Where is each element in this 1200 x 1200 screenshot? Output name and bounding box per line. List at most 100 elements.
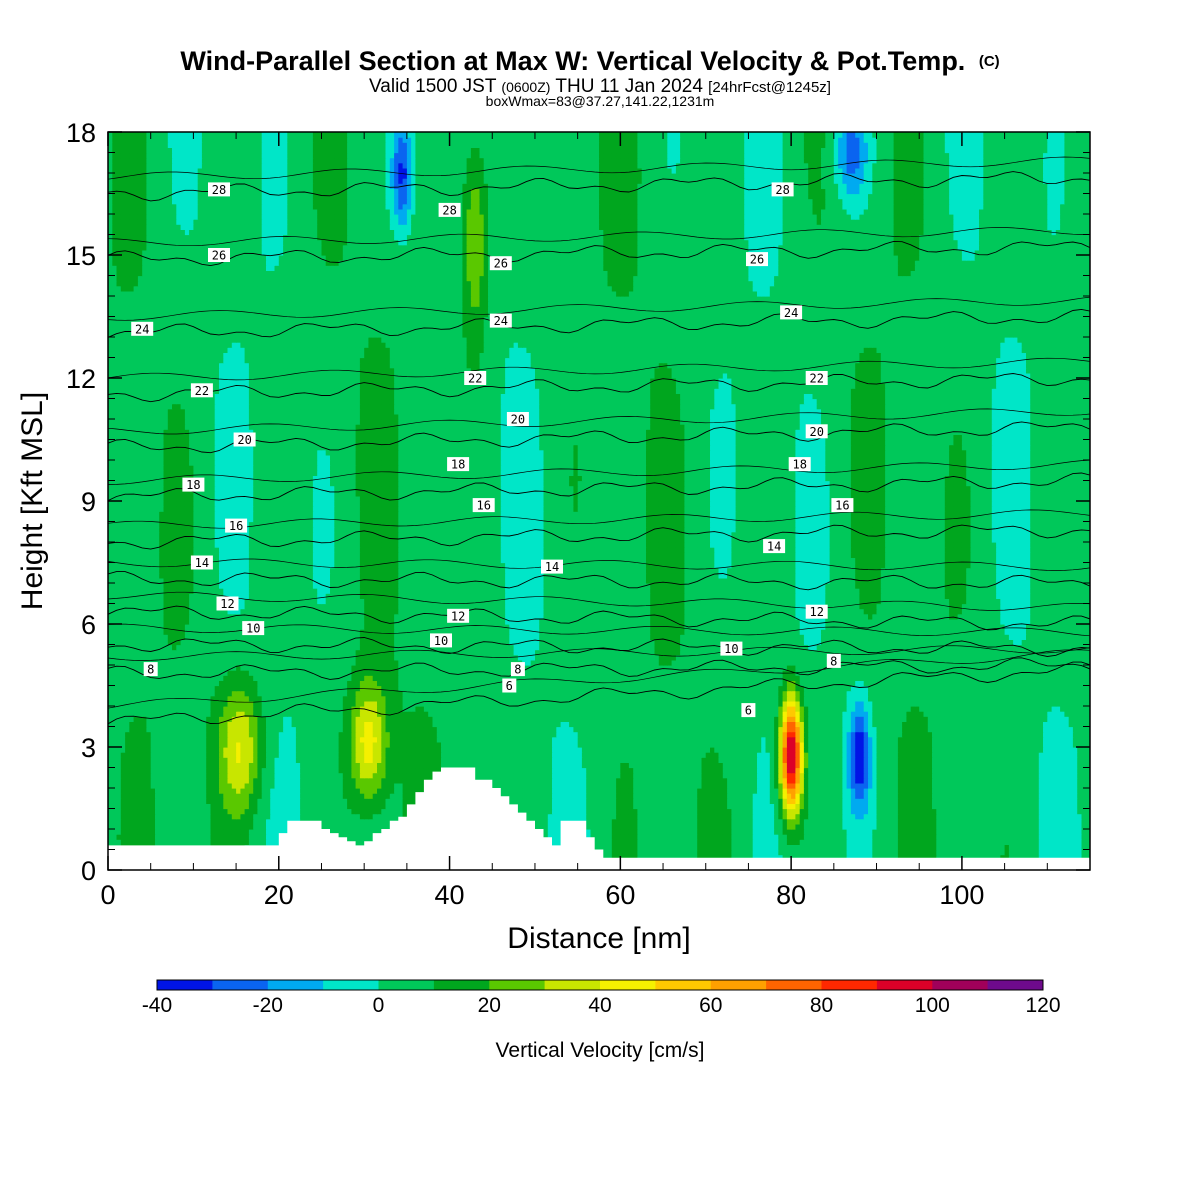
w-cell	[620, 762, 625, 768]
w-cell	[1039, 844, 1044, 850]
w-cell	[168, 839, 173, 845]
w-cell	[736, 803, 741, 809]
w-cell	[1064, 768, 1069, 774]
w-cell	[151, 768, 156, 774]
w-cell	[693, 834, 698, 840]
w-cell	[313, 814, 318, 820]
copyright-mark: (C)	[979, 53, 1000, 70]
w-cell	[710, 829, 715, 835]
w-cell	[240, 788, 245, 794]
w-cell	[249, 778, 254, 784]
w-cell	[872, 803, 877, 809]
w-cell	[1035, 829, 1040, 835]
w-cell	[326, 788, 331, 794]
w-cell	[138, 809, 143, 815]
w-cell	[351, 793, 356, 799]
w-cell	[748, 829, 753, 835]
w-cell	[1047, 829, 1052, 835]
w-cell	[309, 768, 314, 774]
w-cell	[817, 793, 822, 799]
w-cell	[629, 834, 634, 840]
chart-title: Wind-Parallel Section at Max W: Vertical…	[180, 46, 999, 76]
w-cell	[112, 829, 117, 835]
w-cell	[334, 778, 339, 784]
w-cell	[941, 798, 946, 804]
w-cell	[1005, 778, 1010, 784]
w-cell	[804, 803, 809, 809]
w-cell	[403, 778, 408, 784]
w-cell	[556, 757, 561, 763]
w-cell	[1077, 850, 1082, 856]
w-cell	[351, 829, 356, 835]
w-cell	[526, 793, 531, 799]
w-cell	[322, 783, 327, 789]
w-cell	[1009, 762, 1014, 768]
w-cell	[783, 773, 788, 779]
w-cell	[778, 798, 783, 804]
w-cell	[1077, 824, 1082, 830]
w-cell	[834, 824, 839, 830]
w-cell	[757, 768, 762, 774]
w-cell	[684, 798, 689, 804]
w-cell	[475, 773, 480, 779]
w-cell	[522, 788, 527, 794]
w-cell	[680, 839, 685, 845]
w-cell	[279, 809, 284, 815]
w-cell	[868, 783, 873, 789]
w-cell	[232, 768, 237, 774]
w-cell	[633, 819, 638, 825]
w-cell	[1022, 778, 1027, 784]
w-cell	[531, 793, 536, 799]
w-cell	[215, 803, 220, 809]
w-cell	[620, 839, 625, 845]
w-cell	[1069, 834, 1074, 840]
w-cell	[1009, 850, 1014, 856]
w-cell	[206, 829, 211, 835]
w-cell	[868, 768, 873, 774]
w-cell	[983, 788, 988, 794]
w-cell	[693, 844, 698, 850]
w-cell	[838, 844, 843, 850]
w-cell	[279, 773, 284, 779]
w-cell	[240, 783, 245, 789]
w-cell	[770, 803, 775, 809]
w-cell	[599, 844, 604, 850]
w-cell	[945, 809, 950, 815]
w-cell	[142, 809, 147, 815]
w-cell	[979, 788, 984, 794]
w-cell	[433, 757, 438, 763]
w-cell	[821, 819, 826, 825]
w-cell	[287, 768, 292, 774]
w-cell	[283, 778, 288, 784]
w-cell	[1056, 829, 1061, 835]
w-cell	[988, 788, 993, 794]
w-cell	[573, 768, 578, 774]
w-cell	[398, 762, 403, 768]
w-cell	[966, 773, 971, 779]
w-cell	[219, 793, 224, 799]
w-cell	[360, 803, 365, 809]
w-cell	[719, 844, 724, 850]
w-cell	[757, 850, 762, 856]
w-cell	[117, 798, 122, 804]
w-cell	[702, 839, 707, 845]
w-cell	[249, 773, 254, 779]
w-cell	[168, 793, 173, 799]
w-cell	[117, 762, 122, 768]
w-cell	[368, 762, 373, 768]
w-cell	[808, 803, 813, 809]
w-cell	[437, 762, 442, 768]
w-cell	[817, 773, 822, 779]
w-cell	[198, 757, 203, 763]
w-cell	[1047, 824, 1052, 830]
w-cell	[334, 798, 339, 804]
w-cell	[774, 762, 779, 768]
w-cell	[211, 768, 216, 774]
w-cell	[1030, 809, 1035, 815]
w-cell	[228, 803, 233, 809]
w-cell	[364, 793, 369, 799]
w-cell	[1069, 814, 1074, 820]
w-cell	[603, 768, 608, 774]
w-cell	[1060, 834, 1065, 840]
w-cell	[962, 809, 967, 815]
